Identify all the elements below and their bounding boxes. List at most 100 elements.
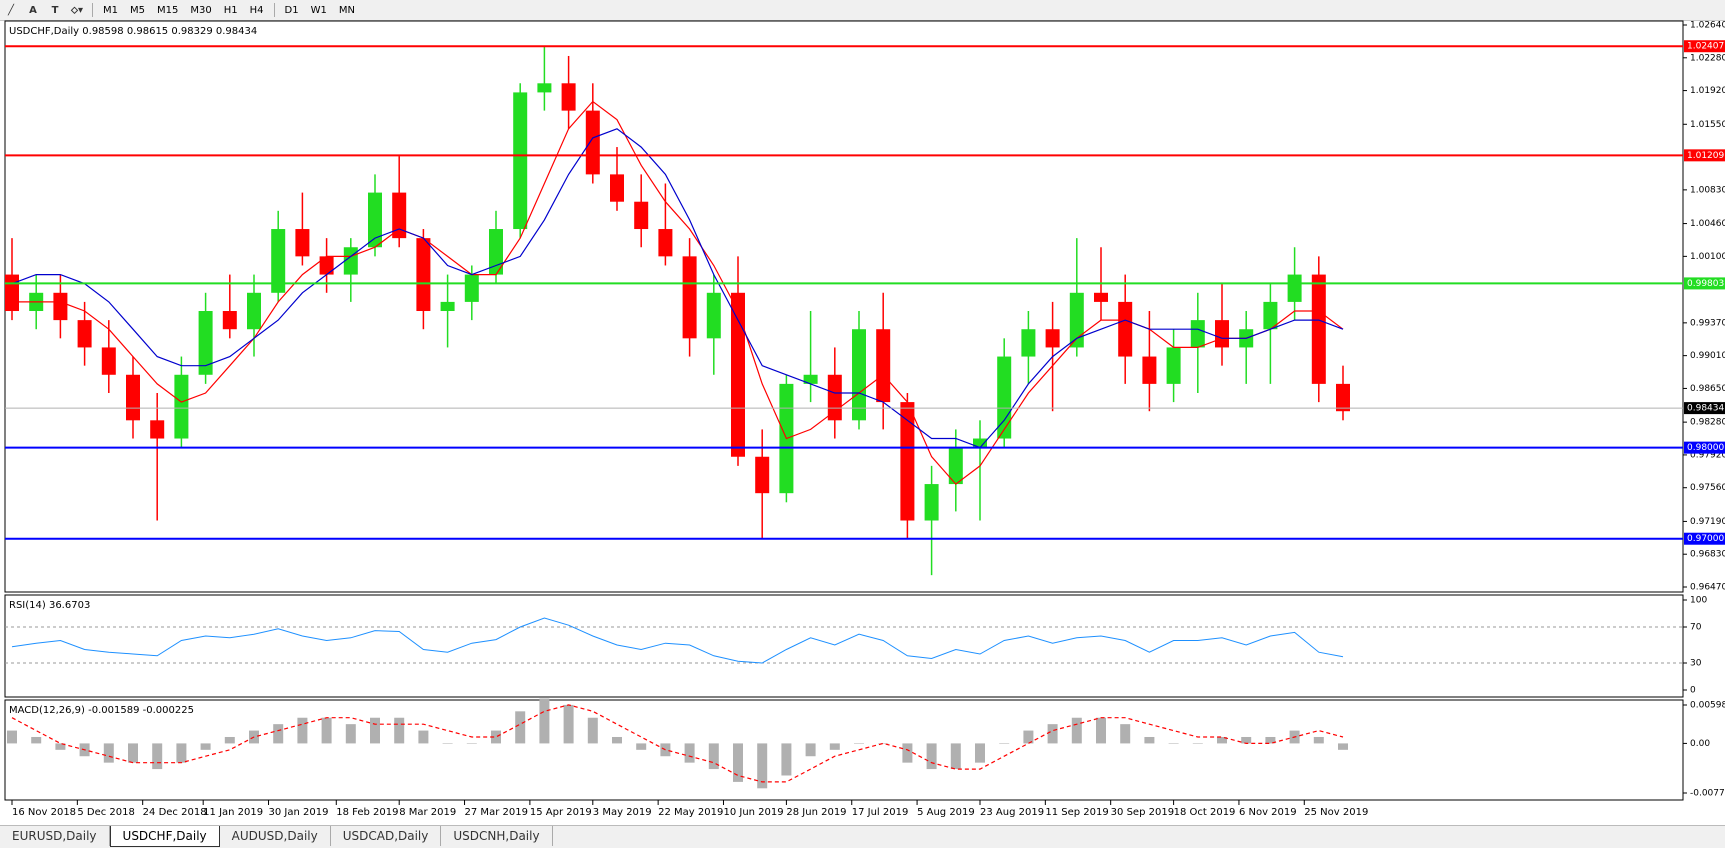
pane-title: USDCHF,Daily 0.98598 0.98615 0.98329 0.9… xyxy=(9,26,257,37)
chart-tab[interactable]: EURUSD,Daily xyxy=(0,826,110,846)
y-tick-label: 0.00 xyxy=(1690,739,1710,749)
timeframe-button[interactable]: H4 xyxy=(249,4,264,16)
chart-tab[interactable]: USDCAD,Daily xyxy=(331,826,442,846)
timeframe-button[interactable]: M15 xyxy=(157,4,179,16)
candle-body xyxy=(1094,292,1108,302)
shapes-icon[interactable]: ⬦▾ xyxy=(70,4,84,16)
candle-body xyxy=(634,201,649,230)
level-label: 1.01209 xyxy=(1687,151,1724,161)
timeframe-button[interactable]: M1 xyxy=(103,4,118,16)
histogram-bar xyxy=(1023,730,1034,744)
candle-body xyxy=(1021,329,1036,357)
candle-body xyxy=(1336,383,1350,412)
y-tick-label: 0.97920 xyxy=(1690,450,1725,460)
pane-frame xyxy=(4,699,1684,801)
chart-tab[interactable]: USDCHF,Daily xyxy=(109,826,220,847)
signal-line xyxy=(11,704,1344,783)
pane-title: RSI(14) 36.6703 xyxy=(9,600,90,611)
candle-body xyxy=(319,256,334,275)
y-tick-label: 70 xyxy=(1690,623,1702,633)
candle-body xyxy=(416,238,431,312)
candle-body xyxy=(682,256,697,339)
chart-tab[interactable]: AUDUSD,Daily xyxy=(220,826,331,846)
y-tick-label: 0.96470 xyxy=(1690,583,1725,593)
y-tick-label: 100 xyxy=(1690,596,1707,606)
histogram-bar xyxy=(587,717,598,744)
y-tick-label: 1.00460 xyxy=(1690,219,1725,229)
candle-body xyxy=(198,311,213,375)
y-tick-label: 0 xyxy=(1690,686,1696,696)
candle-body xyxy=(803,374,818,384)
x-tick-label: 24 Dec 2018 xyxy=(143,807,207,818)
histogram-bar xyxy=(829,743,840,750)
x-tick-label: 5 Dec 2018 xyxy=(77,807,135,818)
candle-body xyxy=(827,374,842,421)
timeframe-button[interactable]: D1 xyxy=(284,4,299,16)
histogram-bar xyxy=(370,717,380,744)
histogram-bar xyxy=(1096,717,1106,744)
candle-body xyxy=(1287,274,1302,302)
cursor-icon[interactable]: ╱ xyxy=(7,4,15,16)
y-tick-label: 1.02640 xyxy=(1690,21,1725,31)
chart-tab[interactable]: USDCNH,Daily xyxy=(441,826,553,846)
histogram-bar xyxy=(636,743,647,750)
y-tick-label: 0.98650 xyxy=(1690,384,1725,394)
candle-body xyxy=(658,229,673,257)
histogram-bar xyxy=(757,743,768,789)
y-tick-label: 1.01550 xyxy=(1690,120,1725,130)
y-tick-label: 0.97190 xyxy=(1690,517,1725,527)
level-label: 0.98000 xyxy=(1687,443,1724,453)
timeframes: M1 M5 M15 M30 H1 H4 D1 W1 MN xyxy=(97,3,361,17)
y-tick-label: 1.02280 xyxy=(1690,53,1725,63)
candle-body xyxy=(271,229,286,293)
level-label: 0.99803 xyxy=(1687,279,1724,289)
timeframe-button[interactable]: M30 xyxy=(190,4,212,16)
moving-average xyxy=(11,128,1344,449)
histogram-bar xyxy=(563,704,574,744)
histogram-bar xyxy=(200,743,211,750)
candle-body xyxy=(755,456,770,494)
x-tick-label: 25 Nov 2019 xyxy=(1304,807,1368,818)
candle-body xyxy=(392,192,407,239)
histogram-bar xyxy=(7,730,17,744)
x-tick-label: 8 Mar 2019 xyxy=(399,807,456,818)
candle-body xyxy=(222,311,237,330)
timeframe-button[interactable]: M5 xyxy=(130,4,145,16)
x-tick-label: 30 Sep 2019 xyxy=(1111,807,1174,818)
x-tick-label: 11 Jan 2019 xyxy=(203,807,263,818)
candle-body xyxy=(1190,320,1205,348)
histogram-bar xyxy=(902,743,913,763)
candle-body xyxy=(1142,356,1157,384)
candle-body xyxy=(150,420,165,439)
text-icon[interactable]: A xyxy=(29,4,37,16)
histogram-bar xyxy=(128,743,138,763)
histogram-bar xyxy=(1168,743,1179,744)
candle-body xyxy=(101,347,116,375)
candle-body xyxy=(53,292,68,321)
level-label-box xyxy=(1684,277,1725,290)
x-tick-label: 11 Sep 2019 xyxy=(1045,807,1108,818)
candle-body xyxy=(948,447,963,485)
histogram-bar xyxy=(684,743,695,763)
level-label: 1.02407 xyxy=(1687,42,1724,52)
candle-body xyxy=(5,274,19,312)
candle-body xyxy=(610,174,624,202)
moving-average xyxy=(12,100,1344,485)
separator xyxy=(273,3,275,17)
histogram-bar xyxy=(1192,743,1203,744)
histogram-bar xyxy=(1338,743,1348,750)
toolbar: ╱ A T ⬦▾ M1 M5 M15 M30 H1 H4 D1 W1 MN xyxy=(0,0,1725,21)
y-tick-label: 0.99010 xyxy=(1690,351,1725,361)
histogram-bar xyxy=(55,743,66,750)
timeframe-button[interactable]: W1 xyxy=(310,4,327,16)
histogram-bar xyxy=(273,724,284,744)
candle-body xyxy=(513,92,528,230)
label-icon[interactable]: T xyxy=(51,4,59,16)
candle-body xyxy=(537,83,552,93)
candle-body xyxy=(973,438,987,448)
candle-body xyxy=(1263,301,1278,330)
last-price-box xyxy=(1684,402,1725,415)
timeframe-button[interactable]: H1 xyxy=(223,4,238,16)
timeframe-button[interactable]: MN xyxy=(338,4,355,16)
histogram-bar xyxy=(1047,724,1058,744)
